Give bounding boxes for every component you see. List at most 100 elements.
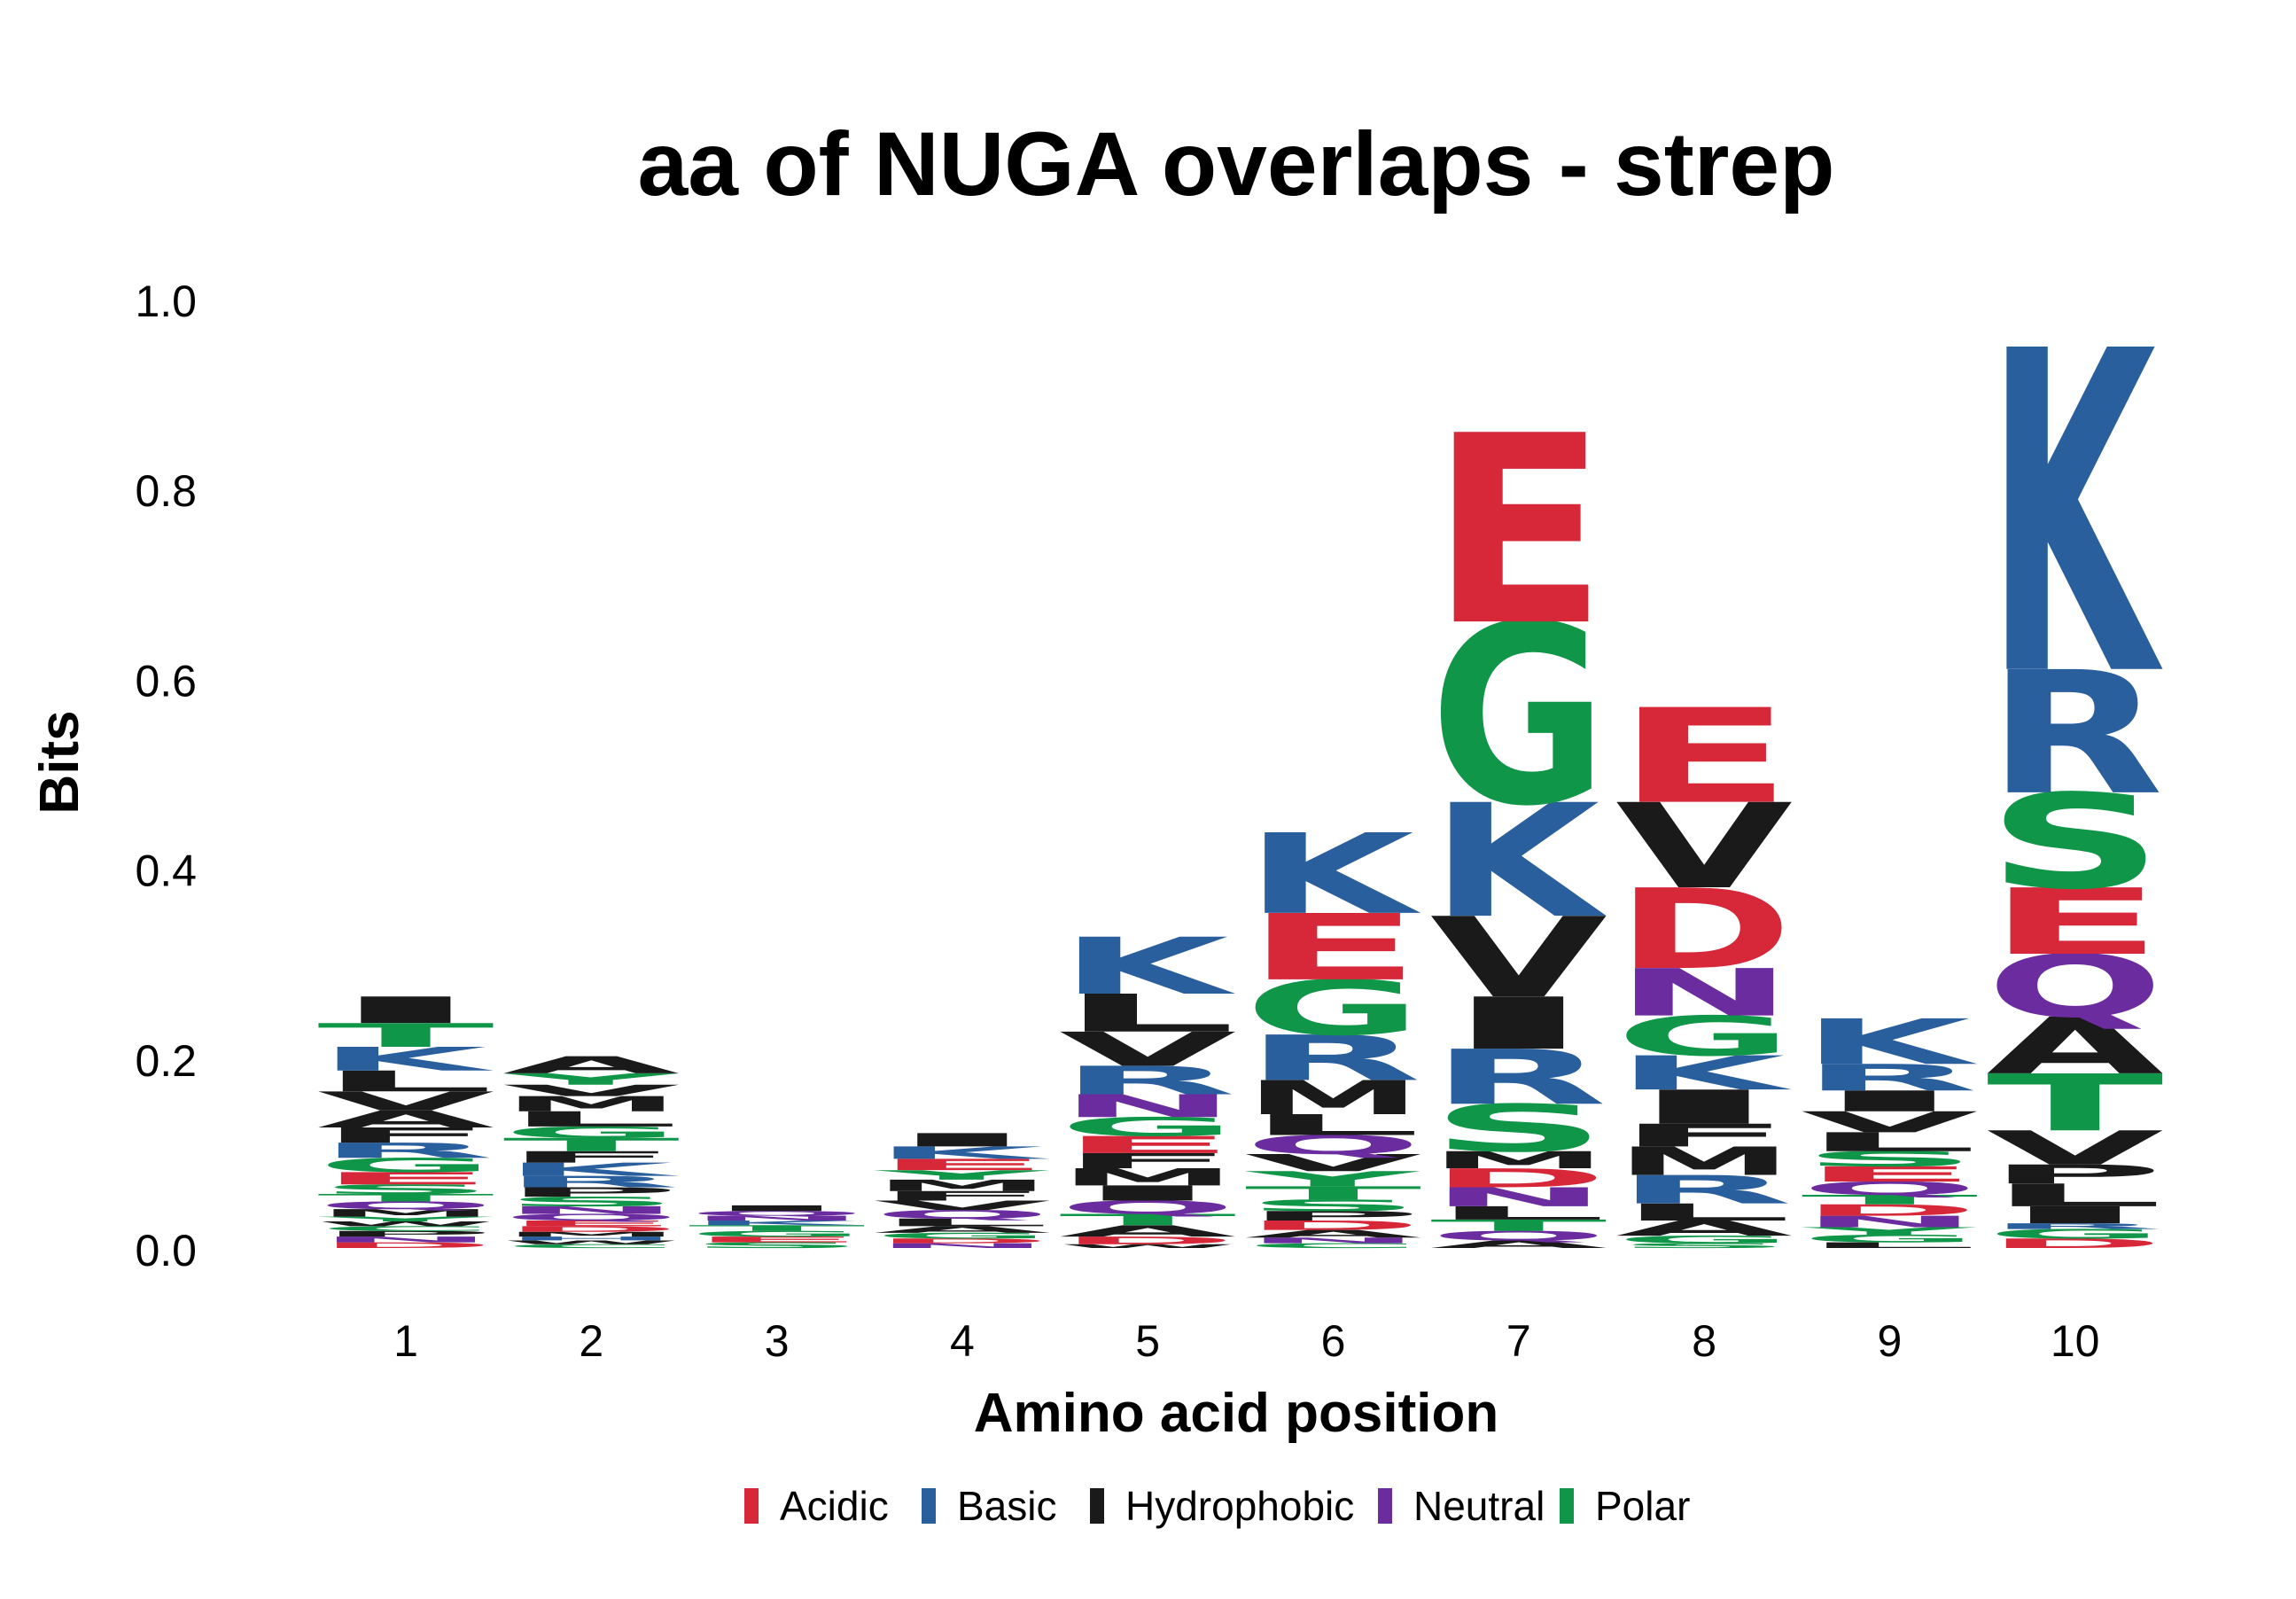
logo-letter-p: P <box>317 1229 494 1238</box>
logo-letter-e: E <box>1615 681 1793 832</box>
logo-letter-p: P <box>1245 1208 1422 1223</box>
x-tick-label: 10 <box>2051 1316 2100 1366</box>
legend-swatch <box>1560 1488 1574 1524</box>
logo-letter-g: G <box>689 1229 866 1238</box>
logo-letter-d: D <box>1615 866 1793 994</box>
logo-letter-s: S <box>1987 768 2164 918</box>
logo-letter-t: T <box>317 1192 494 1205</box>
logo-letter-r: R <box>1059 1058 1236 1104</box>
logo-letter-a: A <box>1987 1001 2164 1092</box>
logo-letter-y: Y <box>1244 1167 1420 1191</box>
logo-letter-y: Y <box>502 1070 679 1088</box>
logo-letter-l: L <box>1987 1177 2164 1213</box>
logo-letter-l: L <box>502 1107 680 1131</box>
logo-letter-v: V <box>1059 1022 1236 1076</box>
logo-letter-r: R <box>502 1173 680 1190</box>
logo-letter-h: H <box>502 1236 680 1242</box>
logo-letter-l: L <box>1801 1241 1978 1250</box>
logo-letter-v: V <box>1615 779 1793 915</box>
logo-letter-e: E <box>317 1168 494 1188</box>
logo-letter-v: V <box>1801 1106 1978 1140</box>
logo-letter-c: C <box>317 1225 494 1233</box>
logo-letter-g: G <box>874 1231 1051 1240</box>
logo-letter-y: Y <box>1801 1225 1977 1237</box>
logo-letter-k: K <box>1801 1006 1978 1079</box>
logo-letter-m: M <box>317 1207 494 1220</box>
legend-label: Hydrophobic <box>1125 1483 1354 1529</box>
logo-letter-n: N <box>502 1205 680 1217</box>
logo-letter-m: M <box>502 1092 680 1116</box>
logo-letter-s: S <box>317 1182 494 1197</box>
x-tick-label: 3 <box>765 1316 790 1366</box>
logo-letter-c: C <box>502 1244 680 1250</box>
logo-letter-v: V <box>1987 1121 2164 1175</box>
logo-letter-l: L <box>1059 983 1236 1043</box>
logo-letter-g: G <box>1615 1004 1793 1068</box>
legend-label: Basic <box>957 1483 1056 1529</box>
logo-letter-l: L <box>1615 1198 1793 1226</box>
logo-letter-k: K <box>502 1159 680 1181</box>
logo-letter-a: A <box>317 1106 494 1134</box>
logo-letter-g: G <box>1801 1233 1978 1245</box>
logo-letter-k: K <box>1245 811 1421 940</box>
logo-letter-r: R <box>1245 1022 1422 1095</box>
x-tick-label: 7 <box>1506 1316 1531 1366</box>
x-axis-label: Amino acid position <box>974 1383 1498 1444</box>
legend-label: Polar <box>1595 1483 1690 1529</box>
logo-letter-t: T <box>1801 1192 1978 1207</box>
logo-letter-m: M <box>1245 1071 1422 1125</box>
y-tick-label: 0.8 <box>135 466 197 516</box>
logo-letter-a: A <box>874 1224 1051 1235</box>
logo-letter-g: G <box>1987 1227 2164 1242</box>
logo-letter-t: T <box>1059 1211 1236 1229</box>
logo-letter-d: D <box>1245 1218 1422 1233</box>
logo-letter-l: L <box>1430 1203 1607 1224</box>
x-tick-label: 9 <box>1877 1316 1902 1366</box>
logo-letter-q: Q <box>1801 1178 1978 1199</box>
logo-letter-l: L <box>1245 1109 1422 1143</box>
logo-letter-k: K <box>1987 259 2165 773</box>
logo-letter-e: E <box>502 1219 680 1228</box>
logo-letter-s: S <box>502 1194 680 1209</box>
logo-letter-m: M <box>1615 1139 1793 1184</box>
logo-letter-w: W <box>317 1221 494 1228</box>
logo-letter-g: G <box>1615 1234 1793 1246</box>
logo-letter-g: G <box>317 1154 494 1177</box>
logo-letter-n: N <box>1059 1088 1236 1125</box>
logo-letter-f: F <box>1059 1149 1236 1173</box>
logo-letter-v: V <box>1245 1150 1422 1177</box>
logo-letter-d: D <box>502 1225 680 1234</box>
logo-letter-v: V <box>317 1087 494 1117</box>
logo-letter-k: K <box>689 1220 865 1228</box>
logo-letter-n: N <box>1430 1182 1607 1213</box>
chart-title: aa of NUGA overlaps - strep <box>638 113 1835 214</box>
logo-letter-l: L <box>317 1065 494 1098</box>
logo-stacks: DNPCWYMQTSEGRFAVLKTICWHMDEQNSPRKFTGLMVYA… <box>317 259 2164 1251</box>
logo-letter-a: A <box>1245 1228 1422 1240</box>
logo-letter-f: F <box>317 1123 494 1147</box>
legend-swatch <box>1378 1488 1392 1524</box>
x-tick-label: 1 <box>393 1316 418 1366</box>
logo-letter-t: T <box>317 1017 494 1055</box>
logo-letter-r: R <box>317 1139 494 1163</box>
legend-swatch <box>744 1488 759 1524</box>
y-axis-ticks: 0.0 0.2 0.4 0.6 0.8 1.0 <box>135 277 197 1275</box>
y-tick-label: 1.0 <box>135 277 197 326</box>
logo-letter-g: G <box>1430 573 1607 861</box>
logo-letter-t: T <box>1987 1058 2164 1149</box>
logo-letter-q: Q <box>317 1199 494 1212</box>
logo-letter-f: F <box>1615 1118 1793 1154</box>
logo-letter-m: M <box>502 1230 680 1238</box>
logo-letter-f: F <box>502 1148 680 1166</box>
logo-letter-q: Q <box>1430 1228 1607 1244</box>
logo-letter-c: C <box>1245 1242 1422 1250</box>
logo-letter-a: A <box>1430 1238 1607 1251</box>
logo-letter-r: R <box>1987 636 2164 832</box>
logo-letter-e: E <box>1430 381 1607 683</box>
logo-letter-d: D <box>1059 1235 1236 1247</box>
logo-letter-y: Y <box>317 1215 494 1223</box>
logo-letter-y: Y <box>874 1167 1050 1182</box>
logo-letter-i: I <box>1430 982 1607 1065</box>
logo-letter-d: D <box>1430 1163 1607 1193</box>
